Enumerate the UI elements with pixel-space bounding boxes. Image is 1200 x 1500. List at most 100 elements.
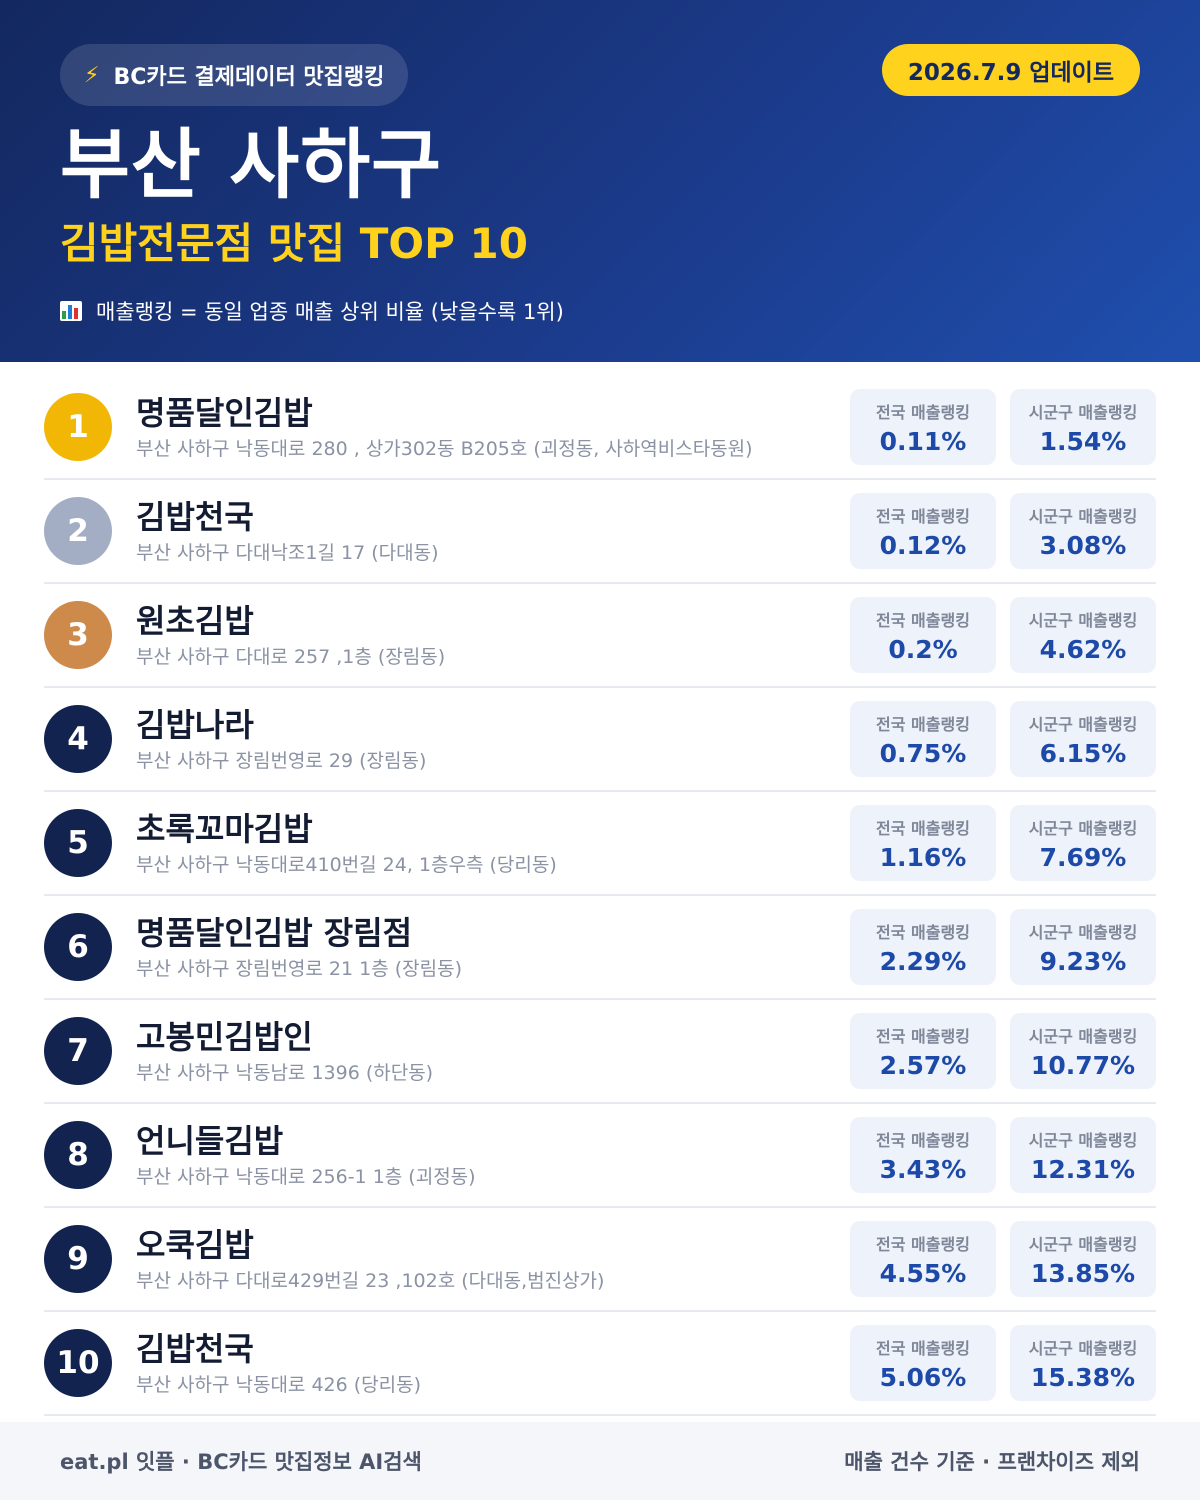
restaurant-name[interactable]: 명품달인김밥 장림점 xyxy=(136,914,413,952)
district-ranking-label: 시군구 매출랭킹 xyxy=(1028,402,1138,422)
restaurant-name[interactable]: 고봉민김밥인 xyxy=(136,1018,313,1056)
source-label: BC카드 결제데이터 맛집랭킹 xyxy=(113,65,385,90)
restaurant-name[interactable]: 김밥천국 xyxy=(136,1330,254,1368)
header-banner: ⚡ BC카드 결제데이터 맛집랭킹 2026.7.9 업데이트 부산 사하구 김… xyxy=(0,0,1200,362)
restaurant-address: 부산 사하구 낙동대로 280 , 상가302동 B205호 (괴정동, 사하역… xyxy=(136,438,753,460)
national-ranking-box: 전국 매출랭킹 0.12% xyxy=(850,493,996,569)
national-ranking-value: 2.57% xyxy=(879,1050,967,1080)
restaurant-address: 부산 사하구 낙동대로410번길 24, 1층우측 (당리동) xyxy=(136,854,557,876)
restaurant-address: 부산 사하구 다대낙조1길 17 (다대동) xyxy=(136,542,439,564)
restaurant-row[interactable]: 4 김밥나라 부산 사하구 장림번영로 29 (장림동) 전국 매출랭킹 0.75% 시군… xyxy=(44,688,1156,792)
district-ranking-box: 시군구 매출랭킹 10.77% xyxy=(1010,1013,1156,1089)
district-ranking-box: 시군구 매출랭킹 7.69% xyxy=(1010,805,1156,881)
national-ranking-box: 전국 매출랭킹 2.57% xyxy=(850,1013,996,1089)
restaurant-address: 부산 사하구 낙동남로 1396 (하단동) xyxy=(136,1062,434,1084)
national-ranking-value: 2.29% xyxy=(879,946,967,976)
restaurant-name[interactable]: 오쿡김밥 xyxy=(136,1226,254,1264)
rank-badge: 6 xyxy=(44,913,112,981)
restaurant-info: 원초김밥 부산 사하구 다대로 257 ,1층 (장림동) xyxy=(136,600,850,670)
page-subtitle: 김밥전문점 맛집 TOP 10 xyxy=(60,219,528,268)
district-ranking-box: 시군구 매출랭킹 3.08% xyxy=(1010,493,1156,569)
bar-chart-icon xyxy=(60,301,82,321)
source-pill: ⚡ BC카드 결제데이터 맛집랭킹 xyxy=(60,44,409,106)
district-ranking-value: 10.77% xyxy=(1030,1050,1136,1080)
ranking-stats: 전국 매출랭킹 0.2% 시군구 매출랭킹 4.62% xyxy=(850,597,1156,673)
district-ranking-value: 3.08% xyxy=(1039,530,1127,560)
ranking-stats: 전국 매출랭킹 2.29% 시군구 매출랭킹 9.23% xyxy=(850,909,1156,985)
footer-source: eat.pl 잇플 · BC카드 맛집정보 AI검색 xyxy=(60,1450,422,1474)
national-ranking-label: 전국 매출랭킹 xyxy=(876,1234,970,1254)
district-ranking-value: 4.62% xyxy=(1039,634,1127,664)
restaurant-name[interactable]: 김밥나라 xyxy=(136,706,254,744)
district-ranking-box: 시군구 매출랭킹 1.54% xyxy=(1010,389,1156,465)
national-ranking-box: 전국 매출랭킹 1.16% xyxy=(850,805,996,881)
national-ranking-label: 전국 매출랭킹 xyxy=(876,714,970,734)
district-ranking-label: 시군구 매출랭킹 xyxy=(1028,714,1138,734)
restaurant-name[interactable]: 명품달인김밥 xyxy=(136,394,313,432)
rank-badge: 9 xyxy=(44,1225,112,1293)
district-ranking-label: 시군구 매출랭킹 xyxy=(1028,1234,1138,1254)
restaurant-address: 부산 사하구 낙동대로 426 (당리동) xyxy=(136,1374,422,1396)
national-ranking-value: 0.12% xyxy=(879,530,967,560)
restaurant-row[interactable]: 3 원초김밥 부산 사하구 다대로 257 ,1층 (장림동) 전국 매출랭킹 0.2%… xyxy=(44,584,1156,688)
rank-badge: 3 xyxy=(44,601,112,669)
restaurant-name[interactable]: 김밥천국 xyxy=(136,498,254,536)
rank-badge: 5 xyxy=(44,809,112,877)
restaurant-row[interactable]: 10 김밥천국 부산 사하구 낙동대로 426 (당리동) 전국 매출랭킹 5.06% 시… xyxy=(44,1312,1156,1416)
national-ranking-box: 전국 매출랭킹 0.75% xyxy=(850,701,996,777)
national-ranking-box: 전국 매출랭킹 2.29% xyxy=(850,909,996,985)
restaurant-address: 부산 사하구 장림번영로 21 1층 (장림동) xyxy=(136,958,463,980)
national-ranking-label: 전국 매출랭킹 xyxy=(876,1026,970,1046)
restaurant-row[interactable]: 1 명품달인김밥 부산 사하구 낙동대로 280 , 상가302동 B205호 (괴… xyxy=(44,376,1156,480)
district-ranking-label: 시군구 매출랭킹 xyxy=(1028,818,1138,838)
district-ranking-box: 시군구 매출랭킹 4.62% xyxy=(1010,597,1156,673)
update-date-badge: 2026.7.9 업데이트 xyxy=(881,44,1140,96)
district-ranking-label: 시군구 매출랭킹 xyxy=(1028,610,1138,630)
district-ranking-box: 시군구 매출랭킹 6.15% xyxy=(1010,701,1156,777)
ranking-note: 매출랭킹 = 동일 업종 매출 상위 비율 (낮을수록 1위) xyxy=(60,296,1140,326)
district-ranking-box: 시군구 매출랭킹 9.23% xyxy=(1010,909,1156,985)
national-ranking-value: 1.16% xyxy=(879,842,967,872)
restaurant-row[interactable]: 2 김밥천국 부산 사하구 다대낙조1길 17 (다대동) 전국 매출랭킹 0.12% 시… xyxy=(44,480,1156,584)
rank-badge: 8 xyxy=(44,1121,112,1189)
district-ranking-label: 시군구 매출랭킹 xyxy=(1028,1026,1138,1046)
restaurant-list: 1 명품달인김밥 부산 사하구 낙동대로 280 , 상가302동 B205호 (괴… xyxy=(0,362,1200,1416)
rank-badge: 2 xyxy=(44,497,112,565)
district-ranking-box: 시군구 매출랭킹 13.85% xyxy=(1010,1221,1156,1297)
district-ranking-label: 시군구 매출랭킹 xyxy=(1028,922,1138,942)
district-ranking-value: 15.38% xyxy=(1030,1362,1136,1392)
restaurant-row[interactable]: 9 오쿡김밥 부산 사하구 다대로429번길 23 ,102호 (다대동,범진상가)… xyxy=(44,1208,1156,1312)
restaurant-info: 오쿡김밥 부산 사하구 다대로429번길 23 ,102호 (다대동,범진상가) xyxy=(136,1224,850,1294)
rank-badge: 4 xyxy=(44,705,112,773)
rank-badge: 7 xyxy=(44,1017,112,1085)
ranking-stats: 전국 매출랭킹 0.11% 시군구 매출랭킹 1.54% xyxy=(850,389,1156,465)
restaurant-name[interactable]: 초록꼬마김밥 xyxy=(136,810,313,848)
district-ranking-value: 1.54% xyxy=(1039,426,1127,456)
national-ranking-value: 0.11% xyxy=(879,426,967,456)
restaurant-name[interactable]: 원초김밥 xyxy=(136,602,254,640)
ranking-stats: 전국 매출랭킹 0.75% 시군구 매출랭킹 6.15% xyxy=(850,701,1156,777)
district-ranking-value: 13.85% xyxy=(1030,1258,1136,1288)
restaurant-row[interactable]: 8 언니들김밥 부산 사하구 낙동대로 256-1 1층 (괴정동) 전국 매출랭킹 3… xyxy=(44,1104,1156,1208)
ranking-stats: 전국 매출랭킹 2.57% 시군구 매출랭킹 10.77% xyxy=(850,1013,1156,1089)
national-ranking-label: 전국 매출랭킹 xyxy=(876,1338,970,1358)
national-ranking-label: 전국 매출랭킹 xyxy=(876,402,970,422)
ranking-stats: 전국 매출랭킹 0.12% 시군구 매출랭킹 3.08% xyxy=(850,493,1156,569)
restaurant-address: 부산 사하구 낙동대로 256-1 1층 (괴정동) xyxy=(136,1166,476,1188)
national-ranking-box: 전국 매출랭킹 0.2% xyxy=(850,597,996,673)
restaurant-name[interactable]: 언니들김밥 xyxy=(136,1122,284,1160)
ranking-note-text: 매출랭킹 = 동일 업종 매출 상위 비율 (낮을수록 1위) xyxy=(96,300,564,324)
district-ranking-label: 시군구 매출랭킹 xyxy=(1028,506,1138,526)
national-ranking-box: 전국 매출랭킹 5.06% xyxy=(850,1325,996,1401)
national-ranking-box: 전국 매출랭킹 0.11% xyxy=(850,389,996,465)
restaurant-row[interactable]: 5 초록꼬마김밥 부산 사하구 낙동대로410번길 24, 1층우측 (당리동) 전국… xyxy=(44,792,1156,896)
restaurant-row[interactable]: 6 명품달인김밥 장림점 부산 사하구 장림번영로 21 1층 (장림동) 전국 매출… xyxy=(44,896,1156,1000)
district-ranking-box: 시군구 매출랭킹 15.38% xyxy=(1010,1325,1156,1401)
restaurant-info: 김밥나라 부산 사하구 장림번영로 29 (장림동) xyxy=(136,704,850,774)
